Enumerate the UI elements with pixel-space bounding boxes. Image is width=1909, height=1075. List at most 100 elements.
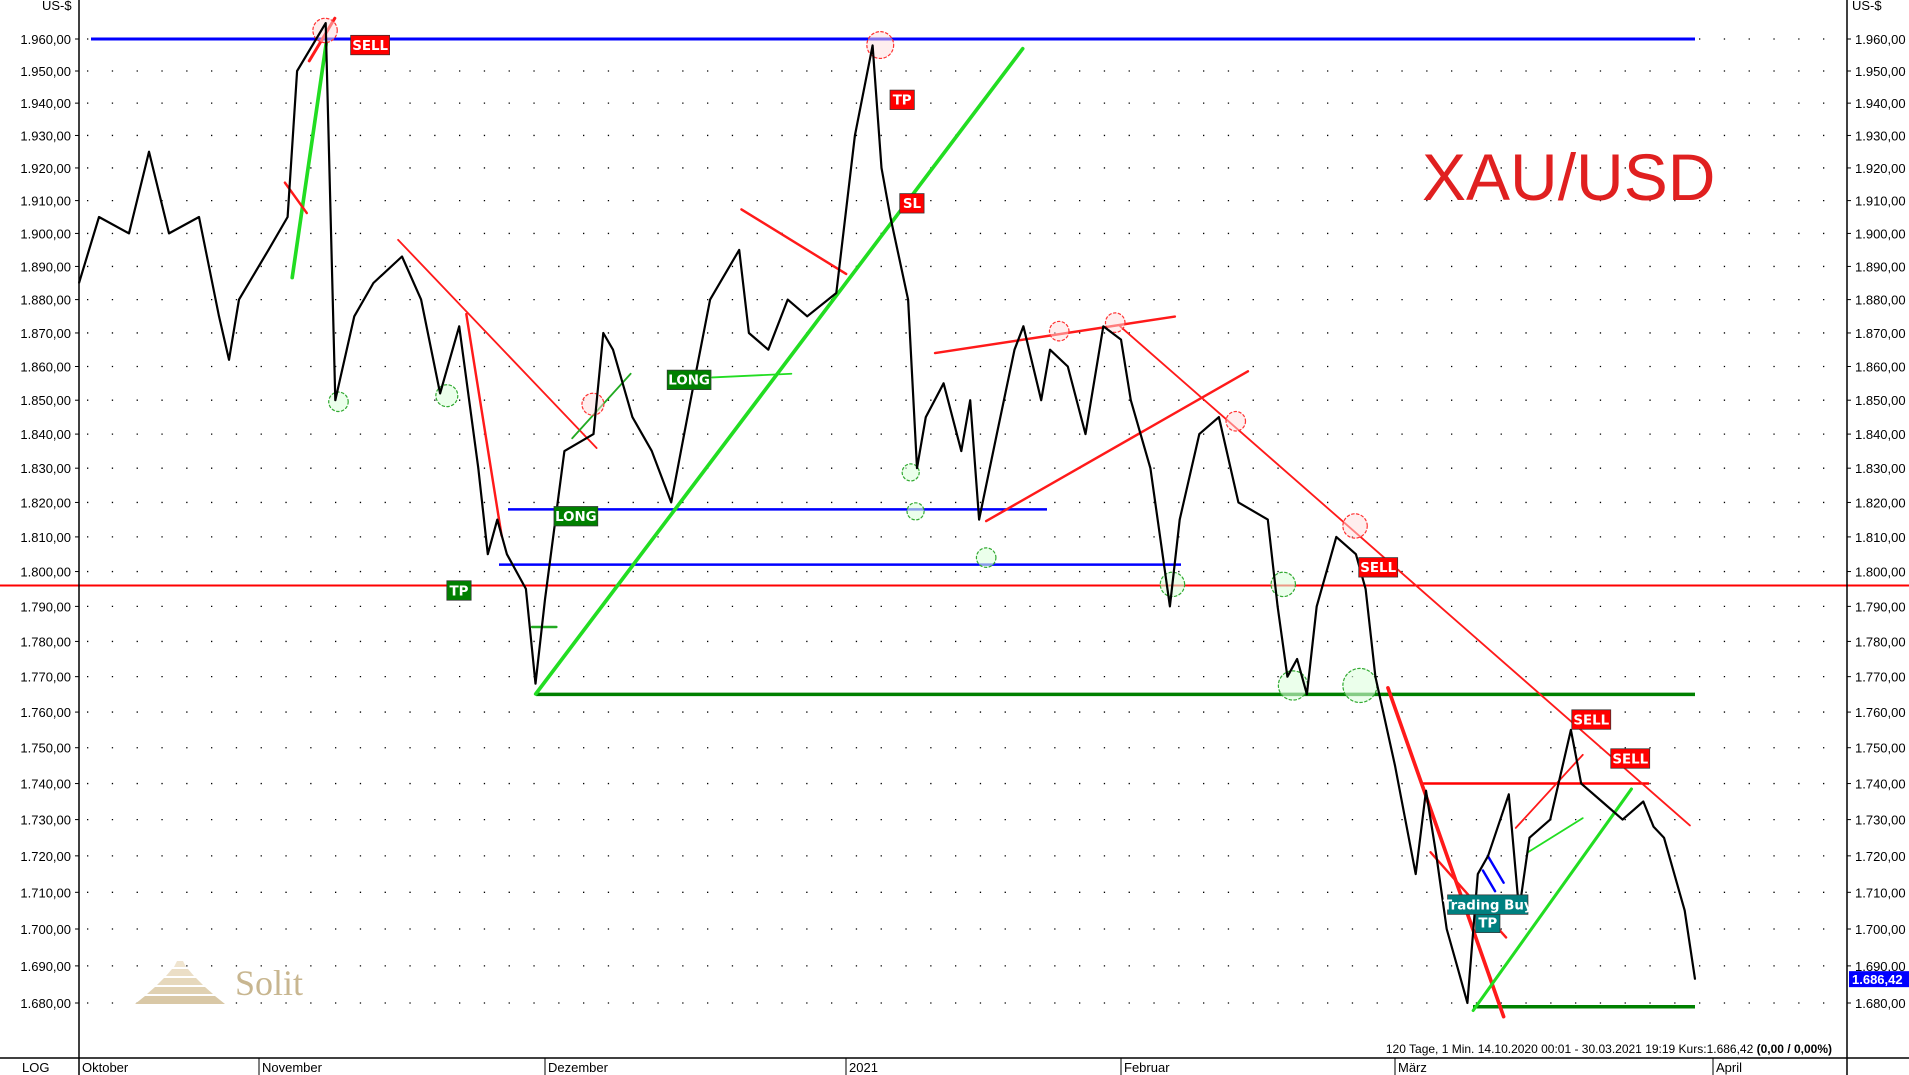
price-point [218, 315, 220, 318]
trendline [1481, 869, 1497, 893]
price-point [748, 332, 750, 334]
price-point [1084, 433, 1087, 435]
marker-circle [975, 547, 997, 568]
y-tick-label-right: 1.720,00 [1855, 849, 1906, 864]
y-tick-label-right: 1.850,00 [1855, 393, 1906, 408]
price-point [592, 433, 595, 435]
price-point [907, 298, 909, 301]
signal-label-long: LONG [553, 506, 599, 527]
y-unit-right: US-$ [1852, 0, 1882, 13]
price-point [534, 682, 537, 685]
signal-label-text: SL [903, 197, 922, 212]
price-point [1642, 800, 1645, 803]
signal-label-text: LONG [668, 374, 710, 389]
price-point [286, 216, 289, 218]
y-tick-label-right: 1.810,00 [1855, 530, 1906, 545]
price-point [854, 134, 856, 137]
last-price-label: 1.686,42 [1852, 972, 1903, 987]
price-point [1663, 836, 1665, 839]
signal-label-box [1447, 894, 1529, 915]
price-point [439, 392, 441, 395]
signal-label-tp: TP [1475, 912, 1501, 933]
y-tick-label-right: 1.860,00 [1855, 359, 1906, 374]
y-tick-label-right: 1.890,00 [1855, 259, 1906, 274]
signal-label-sell: SELL [350, 34, 390, 56]
price-point [228, 358, 230, 361]
signal-label-text: Trading Buy [1443, 898, 1533, 913]
signal-label-tp: TP [446, 580, 472, 601]
y-tick-label-left: 1.730,00 [20, 813, 71, 828]
y-tick-label-left: 1.880,00 [20, 293, 71, 308]
price-point [631, 416, 634, 418]
signal-label-box [1571, 709, 1612, 730]
y-tick-label-left: 1.770,00 [20, 670, 71, 685]
price-point [889, 216, 892, 218]
y-tick-label-left: 1.900,00 [20, 226, 71, 241]
signal-label-text: TP [893, 94, 912, 109]
marker-circle [1225, 410, 1247, 432]
y-tick-label-right: 1.740,00 [1855, 777, 1906, 792]
price-point [1335, 536, 1338, 538]
price-point [1149, 467, 1152, 469]
y-tick-label-left: 1.860,00 [20, 359, 71, 374]
price-point [1276, 605, 1279, 608]
signal-label-box [889, 89, 915, 110]
x-tick-label: März [1398, 1060, 1427, 1075]
x-tick-label: November [262, 1060, 323, 1075]
marker-circle [1048, 320, 1070, 342]
price-point [1507, 793, 1510, 796]
price-point [651, 450, 653, 452]
price-point [525, 588, 527, 590]
y-tick-label-left: 1.830,00 [20, 461, 71, 476]
trendline [533, 46, 1025, 696]
price-point [806, 315, 808, 318]
price-point [1487, 855, 1489, 857]
y-tick-label-left: 1.930,00 [20, 128, 71, 143]
trendline [290, 40, 329, 280]
price-point [1580, 782, 1583, 785]
y-tick-label-left: 1.870,00 [20, 326, 71, 341]
price-point [1315, 605, 1318, 608]
signal-label-text: SELL [1360, 561, 1396, 576]
price-point [1286, 675, 1289, 678]
price-point [960, 450, 963, 452]
trend-annotations [283, 16, 1691, 1019]
signal-label-text: SELL [352, 39, 388, 54]
price-series [77, 22, 1697, 1005]
price-point [925, 416, 927, 418]
price-point [1435, 855, 1438, 857]
y-tick-label-right: 1.840,00 [1855, 427, 1906, 442]
y-tick-label-left: 1.940,00 [20, 96, 71, 111]
x-tick-label: Oktober [82, 1060, 129, 1075]
signal-label-sl: SL [899, 193, 925, 214]
price-point [738, 249, 740, 251]
price-point [168, 232, 170, 235]
y-tick-label-left: 1.790,00 [20, 599, 71, 614]
price-point [1466, 1002, 1469, 1004]
price-point [709, 298, 711, 301]
price-point [689, 399, 692, 402]
price-point [1456, 965, 1458, 967]
price-point [458, 325, 461, 328]
y-tick-label-left: 1.950,00 [20, 64, 71, 79]
price-point [1528, 836, 1531, 839]
signal-label-text: SELL [1612, 752, 1648, 767]
trendline [1386, 686, 1506, 1019]
y-tick-label-right: 1.820,00 [1855, 495, 1906, 510]
price-point [198, 216, 200, 218]
price-point [1601, 800, 1603, 803]
info-text: 120 Tage, 1 Min. 14.10.2020 00:01 - 30.0… [1386, 1042, 1832, 1056]
x-tick-label: 2021 [849, 1060, 878, 1075]
marker-circle [1342, 513, 1368, 539]
price-point [1120, 338, 1122, 341]
price-point [496, 518, 499, 521]
signal-label-tp: TP [889, 89, 915, 110]
price-point [1652, 826, 1655, 828]
x-tick-label: Dezember [548, 1060, 609, 1075]
y-tick-label-right: 1.700,00 [1855, 922, 1906, 937]
price-point [334, 399, 337, 402]
trendline [711, 372, 793, 379]
y-tick-label-right: 1.770,00 [1855, 670, 1906, 685]
y-tick-label-left: 1.700,00 [20, 922, 71, 937]
